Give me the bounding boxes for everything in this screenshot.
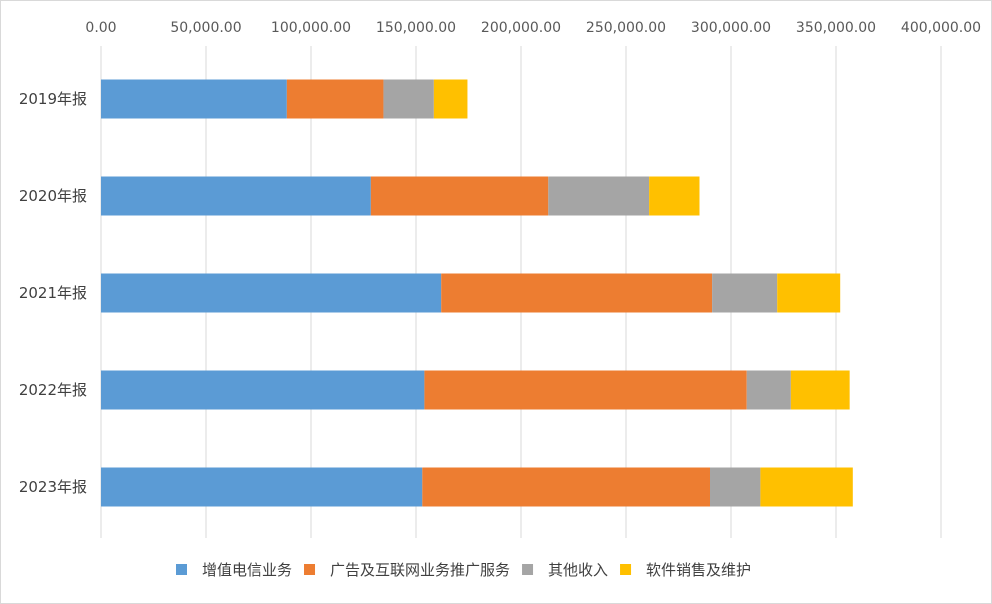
category-label: 2020年报 (19, 187, 87, 205)
legend-label: 软件销售及维护 (646, 561, 751, 579)
bar-segment-series-2-cat-1 (548, 176, 650, 216)
legend-label: 增值电信业务 (202, 561, 292, 579)
x-tick-label: 350,000.00 (796, 20, 876, 36)
bars (101, 79, 853, 507)
bar-segment-series-0-cat-2 (101, 273, 442, 313)
bar-segment-series-0-cat-3 (101, 370, 425, 410)
bar-segment-series-1-cat-2 (441, 273, 713, 313)
bar-segment-series-0-cat-1 (101, 176, 371, 216)
legend-swatch (620, 564, 632, 575)
category-label: 2019年报 (19, 90, 87, 108)
category-label: 2023年报 (19, 478, 87, 496)
category-label: 2021年报 (19, 284, 87, 302)
bar-segment-series-0-cat-0 (101, 79, 287, 119)
x-tick-label: 400,000.00 (901, 20, 981, 36)
category-label: 2022年报 (19, 381, 87, 399)
x-tick-label: 200,000.00 (481, 20, 561, 36)
bar-segment-series-1-cat-3 (424, 370, 747, 410)
legend-label: 其他收入 (548, 561, 608, 579)
bar-segment-series-2-cat-4 (710, 467, 761, 507)
bar-segment-series-2-cat-3 (746, 370, 791, 410)
bar-segment-series-1-cat-0 (286, 79, 384, 119)
legend-swatch (304, 564, 316, 575)
bar-segment-series-2-cat-0 (383, 79, 434, 119)
bar-segment-series-1-cat-1 (370, 176, 549, 216)
x-tick-label: 0.00 (85, 20, 116, 36)
bar-segment-series-3-cat-4 (760, 467, 853, 507)
x-axis-ticks: 0.00 50,000.00 100,000.00 150,000.00 200,000… (85, 20, 981, 36)
x-tick-label: 300,000.00 (691, 20, 771, 36)
bar-segment-series-3-cat-1 (649, 176, 700, 216)
x-tick-label: 50,000.00 (170, 20, 241, 36)
bar-segment-series-3-cat-0 (433, 79, 468, 119)
legend-swatch (522, 564, 534, 575)
bar-segment-series-3-cat-2 (777, 273, 841, 313)
bar-segment-series-1-cat-4 (422, 467, 710, 507)
x-tick-label: 100,000.00 (271, 20, 351, 36)
legend: 增值电信业务 广告及互联网业务推广服务 其他收入 软件销售及维护 (176, 561, 751, 579)
legend-label: 广告及互联网业务推广服务 (330, 561, 510, 579)
x-tick-label: 250,000.00 (586, 20, 666, 36)
bar-segment-series-2-cat-2 (712, 273, 778, 313)
x-tick-label: 150,000.00 (376, 20, 456, 36)
bar-segment-series-3-cat-3 (790, 370, 850, 410)
category-labels: 2019年报 2020年报 2021年报 2022年报 2023年报 (19, 90, 87, 496)
legend-swatch (176, 564, 187, 575)
bar-segment-series-0-cat-4 (101, 467, 423, 507)
